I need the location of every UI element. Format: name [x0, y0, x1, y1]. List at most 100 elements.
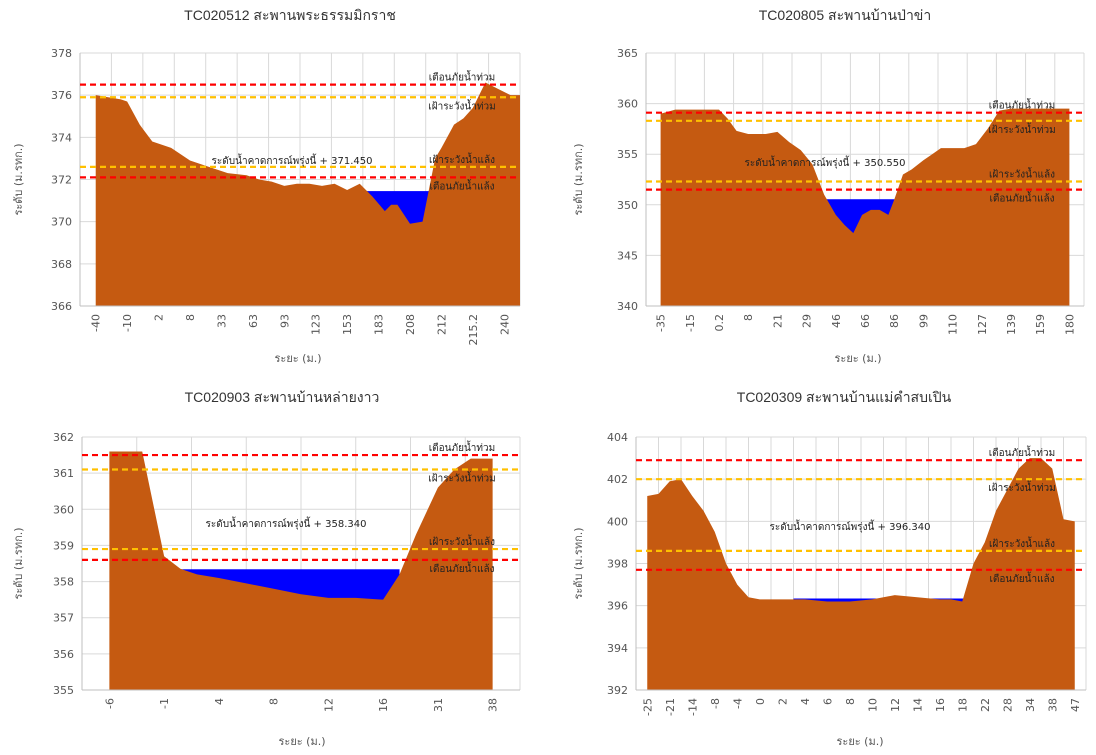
forecast-water-label: ระดับน้ำคาดการณ์พรุ่งนี้ + 396.340 — [770, 519, 931, 533]
y-tick-label: 392 — [607, 684, 628, 697]
chart-svg: TC020512 สะพานพระธรรมมิกราช 366 368 370 372 3… — [12, 7, 521, 365]
threshold-label: เตือนภัยน้ำแล้ง — [989, 191, 1054, 205]
x-tick-label: -21 — [664, 698, 677, 716]
x-tick-label: 93 — [278, 314, 291, 328]
x-tick-label: 6 — [821, 698, 834, 705]
x-tick-label: 12 — [322, 698, 335, 712]
x-tick-label: 110 — [947, 314, 960, 335]
y-tick-label: 376 — [51, 89, 72, 102]
y-tick-label: 396 — [607, 600, 628, 613]
x-tick-label: -40 — [90, 314, 103, 332]
x-tick-label: -35 — [655, 314, 668, 332]
y-tick-label: 370 — [51, 216, 72, 229]
threshold-label: เตือนภัยน้ำท่วม — [989, 445, 1055, 459]
x-tick-label: 8 — [184, 314, 197, 321]
chart-panel-tc020805: TC020805 สะพานบ้านป่าข่า 340 345 350 355 360 3… — [560, 0, 1096, 372]
x-tick-label: 153 — [341, 314, 354, 335]
threshold-label: เตือนภัยน้ำท่วม — [429, 440, 495, 454]
threshold-label: เตือนภัยน้ำท่วม — [989, 98, 1055, 112]
x-tick-label: 215.2 — [467, 314, 480, 346]
y-tick-label: 356 — [53, 648, 74, 661]
x-tick-label: -15 — [684, 314, 697, 332]
y-tick-label: 366 — [51, 300, 72, 313]
x-tick-label: 240 — [498, 314, 511, 335]
x-tick-label: 99 — [917, 314, 930, 328]
y-tick-label: 355 — [617, 148, 638, 161]
y-axis-title: ระดับ (ม.รทก.) — [572, 527, 585, 599]
x-tick-label: 2 — [776, 698, 789, 705]
x-tick-label: 18 — [956, 698, 969, 712]
x-tick-label: -8 — [709, 698, 722, 709]
y-tick-label: 404 — [607, 431, 628, 444]
x-tick-label: 16 — [934, 698, 947, 712]
y-tick-label: 362 — [53, 431, 74, 444]
x-tick-label: 8 — [742, 314, 755, 321]
x-tick-label: 16 — [377, 698, 390, 712]
forecast-water-label: ระดับน้ำคาดการณ์พรุ่งนี้ + 358.340 — [206, 516, 367, 530]
threshold-label: เตือนภัยน้ำแล้ง — [429, 178, 494, 192]
threshold-label: เตือนภัยน้ำท่วม — [429, 70, 495, 84]
y-tick-label: 340 — [617, 300, 638, 313]
x-tick-label: 28 — [1001, 698, 1014, 712]
chart-title: TC020903 สะพานบ้านหล่ายงาว — [185, 389, 380, 405]
x-tick-label: 8 — [268, 698, 281, 705]
y-tick-label: 360 — [617, 98, 638, 111]
x-tick-label: 208 — [404, 314, 417, 335]
x-tick-label: 38 — [487, 698, 500, 712]
threshold-label: เฝ้าระวังน้ำแล้ง — [429, 152, 495, 166]
x-tick-label: 212 — [435, 314, 448, 335]
chart-panel-tc020903: TC020903 สะพานบ้านหล่ายงาว 355 356 357 358 35… — [0, 382, 540, 754]
x-tick-label: 12 — [889, 698, 902, 712]
x-tick-label: 123 — [310, 314, 323, 335]
ground-profile-area — [95, 82, 520, 307]
ground-profile-area — [660, 108, 1070, 306]
x-tick-label: 4 — [213, 698, 226, 705]
x-axis-title: ระยะ (ม.) — [835, 352, 882, 365]
chart-svg: TC020805 สะพานบ้านป่าข่า 340 345 350 355 360 3… — [572, 7, 1085, 365]
y-tick-label: 360 — [53, 503, 74, 516]
x-axis-title: ระยะ (ม.) — [275, 352, 322, 365]
x-tick-label: 38 — [1046, 698, 1059, 712]
threshold-label: เฝ้าระวังน้ำท่วม — [988, 122, 1055, 136]
threshold-label: เฝ้าระวังน้ำแล้ง — [989, 167, 1055, 181]
y-tick-label: 365 — [617, 47, 638, 60]
chart-panel-tc020512: TC020512 สะพานพระธรรมมิกราช 366 368 370 372 3… — [0, 0, 540, 372]
x-tick-label: -6 — [103, 698, 116, 709]
y-tick-label: 400 — [607, 515, 628, 528]
x-tick-label: 86 — [888, 314, 901, 328]
ground-profile-area — [647, 458, 1075, 690]
x-tick-label: 21 — [771, 314, 784, 328]
x-tick-label: -4 — [731, 698, 744, 709]
ground-profile-area — [109, 451, 493, 690]
y-tick-label: 402 — [607, 473, 628, 486]
threshold-label: เฝ้าระวังน้ำท่วม — [428, 471, 495, 485]
y-tick-label: 372 — [51, 174, 72, 187]
x-tick-label: 10 — [866, 698, 879, 712]
x-tick-label: 2 — [153, 314, 166, 321]
x-tick-label: 0 — [754, 698, 767, 705]
chart-title: TC020512 สะพานพระธรรมมิกราช — [184, 7, 396, 23]
chart-svg: TC020903 สะพานบ้านหล่ายงาว 355 356 357 358 35… — [12, 389, 521, 748]
y-axis-title: ระดับ (ม.รทก.) — [12, 143, 25, 215]
x-tick-label: 22 — [979, 698, 992, 712]
threshold-label: เฝ้าระวังน้ำแล้ง — [989, 536, 1055, 550]
chart-panel-tc020309: TC020309 สะพานบ้านแม่คำสบเปิน 392 394 396 39… — [560, 382, 1096, 754]
x-axis-title: ระยะ (ม.) — [837, 735, 884, 748]
forecast-water-label: ระดับน้ำคาดการณ์พรุ่งนี้ + 371.450 — [212, 153, 373, 167]
x-tick-label: -14 — [686, 698, 699, 716]
y-tick-label: 368 — [51, 258, 72, 271]
y-axis-title: ระดับ (ม.รทก.) — [12, 527, 25, 599]
x-tick-label: 183 — [373, 314, 386, 335]
x-tick-label: 31 — [432, 698, 445, 712]
forecast-water-label: ระดับน้ำคาดการณ์พรุ่งนี้ + 350.550 — [745, 155, 906, 169]
y-tick-label: 394 — [607, 642, 628, 655]
x-tick-label: 0.2 — [713, 314, 726, 332]
x-tick-label: 8 — [844, 698, 857, 705]
threshold-label: เฝ้าระวังน้ำแล้ง — [429, 534, 495, 548]
x-tick-label: 4 — [799, 698, 812, 705]
x-tick-label: 139 — [1005, 314, 1018, 335]
y-tick-label: 378 — [51, 47, 72, 60]
x-tick-label: 29 — [801, 314, 814, 328]
chart-title: TC020805 สะพานบ้านป่าข่า — [759, 7, 932, 23]
y-tick-label: 355 — [53, 684, 74, 697]
